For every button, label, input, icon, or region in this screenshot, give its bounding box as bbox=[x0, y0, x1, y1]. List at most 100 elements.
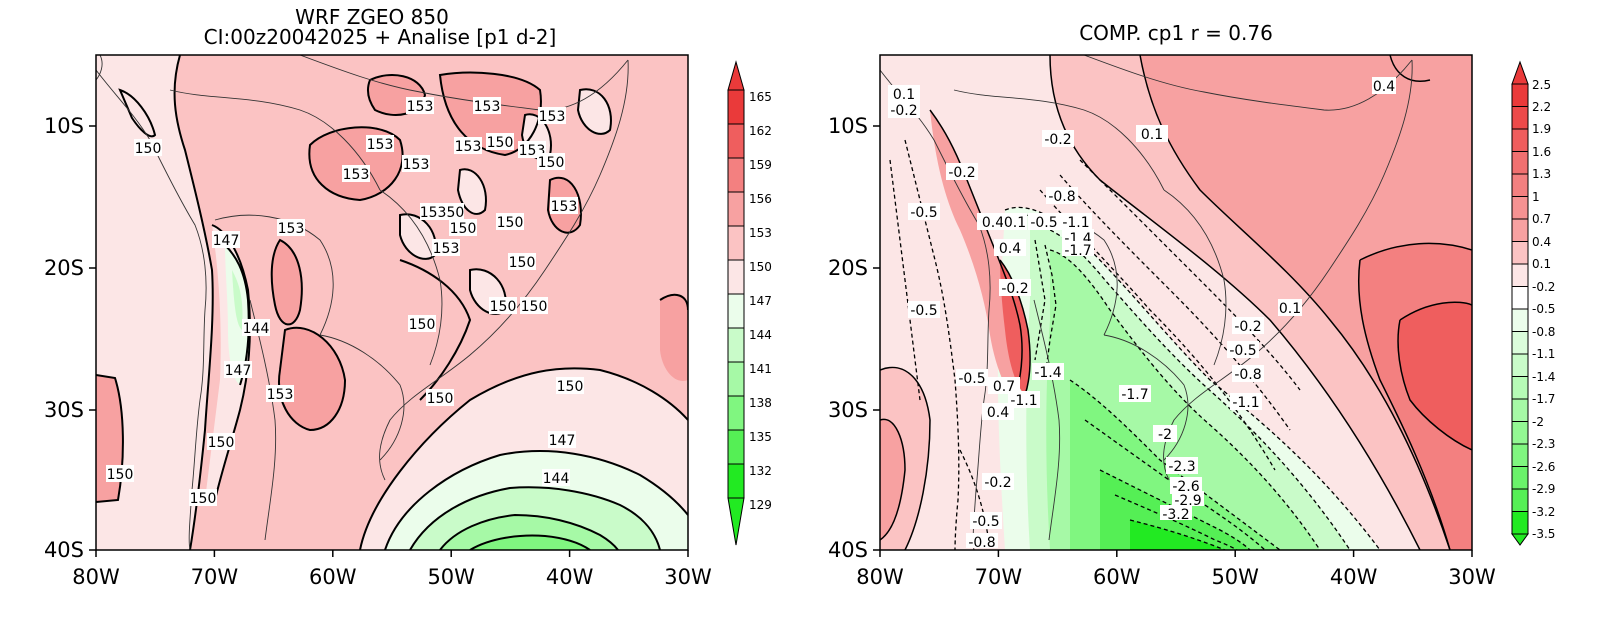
left-map-field: 153 153 153 153 153 153 153 153 153 153 … bbox=[96, 55, 688, 550]
contour-label: 153 bbox=[343, 167, 370, 183]
right-map-frame bbox=[879, 54, 1473, 551]
contour-label: -0.2 bbox=[1234, 319, 1261, 335]
x-tick-label: 40W bbox=[1330, 565, 1378, 589]
colorbar-label: 141 bbox=[749, 362, 772, 376]
left-map-frame bbox=[95, 54, 689, 551]
contour-label: -0.8 bbox=[1048, 189, 1075, 205]
colorbar-label: 1.9 bbox=[1532, 122, 1551, 136]
contour-label: 150 bbox=[538, 155, 565, 171]
y-tick-label: 30S bbox=[828, 398, 868, 422]
colorbar-label: -2.3 bbox=[1532, 437, 1555, 451]
colorbar-label: -0.2 bbox=[1532, 280, 1555, 294]
contour-label: -0.2 bbox=[948, 165, 975, 181]
colorbar-label: -1.7 bbox=[1532, 392, 1555, 406]
contour-label: 153 bbox=[539, 109, 566, 125]
contour-label: 0.4 bbox=[1373, 79, 1395, 95]
left-title-line2: CI:00z20042025 + Analise [p1 d-2] bbox=[204, 25, 557, 49]
contour-label: -0.5 bbox=[958, 371, 985, 387]
x-tick-label: 80W bbox=[856, 565, 904, 589]
x-tick-label: 50W bbox=[427, 565, 475, 589]
contour-label: -0.5 bbox=[1229, 343, 1256, 359]
contour-label: 15350 bbox=[420, 205, 465, 221]
contour-label: -0.5 bbox=[1030, 215, 1057, 231]
contour-label: 150 bbox=[450, 221, 477, 237]
colorbar-label: -0.8 bbox=[1532, 325, 1555, 339]
colorbar-label: 162 bbox=[749, 124, 772, 138]
colorbar-label: 135 bbox=[749, 430, 772, 444]
colorbar-label: 1.6 bbox=[1532, 145, 1551, 159]
contour-label: -1.4 bbox=[1034, 365, 1061, 381]
colorbar-label: 1.3 bbox=[1532, 167, 1551, 181]
contour-label: -2.3 bbox=[1168, 459, 1195, 475]
colorbar-label: -2.9 bbox=[1532, 482, 1555, 496]
colorbar-label: 147 bbox=[749, 294, 772, 308]
contour-label: 150 bbox=[497, 215, 524, 231]
left-panel: WRF ZGEO 850 CI:00z20042025 + Analise [p… bbox=[44, 5, 772, 589]
contour-label: 150 bbox=[509, 255, 536, 271]
contour-label: -1.1 bbox=[1062, 215, 1089, 231]
right-colorbar: 2.5 2.2 1.9 1.6 1.3 1 0.7 0.4 0.1 -0.2 -… bbox=[1511, 60, 1555, 546]
contour-label: -1.1 bbox=[1232, 395, 1259, 411]
contour-label: 153 bbox=[403, 157, 430, 173]
y-tick-label: 20S bbox=[828, 256, 868, 280]
colorbar-label: 165 bbox=[749, 90, 772, 104]
y-tick-label: 10S bbox=[44, 114, 84, 138]
contour-label: 0.4 bbox=[987, 405, 1009, 421]
contour-label: -0.5 bbox=[910, 205, 937, 221]
y-tick-label: 10S bbox=[828, 114, 868, 138]
contour-label: 150 bbox=[135, 141, 162, 157]
colorbar-label: 0.4 bbox=[1532, 235, 1551, 249]
colorbar-label: -2.6 bbox=[1532, 460, 1555, 474]
contour-label: -0.2 bbox=[984, 475, 1011, 491]
contour-label: 150 bbox=[409, 317, 436, 333]
x-tick-label: 70W bbox=[975, 565, 1023, 589]
contour-label: 153 bbox=[367, 137, 394, 153]
contour-label: 0.1 bbox=[893, 87, 915, 103]
x-tick-label: 50W bbox=[1211, 565, 1259, 589]
left-colorbar: 165 162 159 156 153 150 147 144 141 138 … bbox=[727, 60, 772, 546]
contour-label: 150 bbox=[521, 299, 548, 315]
right-contour-labels: 0.1 -0.2 -0.2 -0.2 0.1 -0.8 -0.5 0.4 0.1… bbox=[888, 77, 1396, 551]
contour-label: 0.4 bbox=[982, 215, 1004, 231]
y-tick-label: 20S bbox=[44, 256, 84, 280]
colorbar-label: 129 bbox=[749, 498, 772, 512]
contour-label: -1.7 bbox=[1064, 243, 1091, 259]
contour-label: 153 bbox=[551, 199, 578, 215]
right-map-field: 0.1 -0.2 -0.2 -0.2 0.1 -0.8 -0.5 0.4 0.1… bbox=[880, 55, 1472, 551]
colorbar-label: -1.1 bbox=[1532, 347, 1555, 361]
colorbar-label: 159 bbox=[749, 158, 772, 172]
contour-label: -0.8 bbox=[968, 535, 995, 551]
x-tick-label: 80W bbox=[72, 565, 120, 589]
colorbar-label: -3.2 bbox=[1532, 505, 1555, 519]
contour-label: -0.5 bbox=[972, 514, 999, 530]
y-tick-label: 30S bbox=[44, 398, 84, 422]
right-title: COMP. cp1 r = 0.76 bbox=[1079, 21, 1273, 45]
contour-label: 144 bbox=[243, 321, 270, 337]
contour-label: 150 bbox=[190, 491, 217, 507]
contour-label: -0.2 bbox=[1001, 281, 1028, 297]
colorbar-label: 150 bbox=[749, 260, 772, 274]
colorbar-label: 144 bbox=[749, 328, 772, 342]
colorbar-label: 138 bbox=[749, 396, 772, 410]
contour-label: 153 bbox=[474, 99, 501, 115]
contour-label: -0.5 bbox=[910, 303, 937, 319]
contour-label: 150 bbox=[557, 379, 584, 395]
colorbar-label: 153 bbox=[749, 226, 772, 240]
contour-label: -1.1 bbox=[1010, 393, 1037, 409]
colorbar-label: 0.7 bbox=[1532, 212, 1551, 226]
left-title-line1: WRF ZGEO 850 bbox=[295, 5, 449, 29]
colorbar-label: 2.2 bbox=[1532, 100, 1551, 114]
contour-label: 153 bbox=[433, 241, 460, 257]
contour-label: 0.4 bbox=[999, 241, 1021, 257]
contour-label: -0.2 bbox=[890, 103, 917, 119]
contour-label: 147 bbox=[549, 433, 576, 449]
y-tick-label: 40S bbox=[828, 538, 868, 562]
contour-label: 153 bbox=[267, 387, 294, 403]
colorbar-label: 0.1 bbox=[1532, 257, 1551, 271]
x-tick-label: 60W bbox=[1093, 565, 1141, 589]
contour-label: -0.2 bbox=[1044, 132, 1071, 148]
x-tick-label: 70W bbox=[191, 565, 239, 589]
x-tick-label: 30W bbox=[664, 565, 712, 589]
contour-label: 153 bbox=[407, 99, 434, 115]
